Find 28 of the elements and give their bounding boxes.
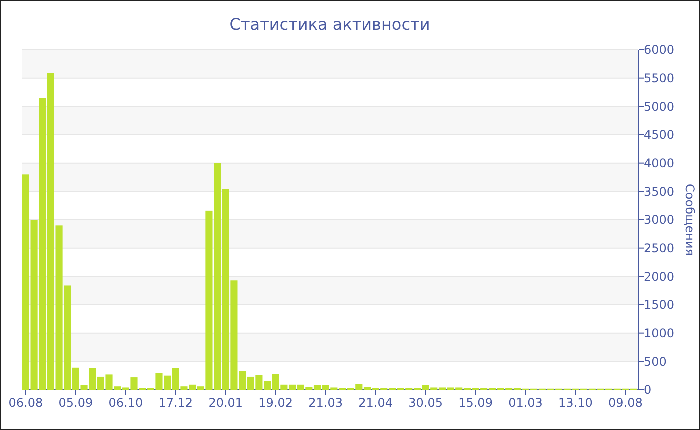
x-tick-label: 01.03 xyxy=(508,396,543,410)
y-tick-label: 2000 xyxy=(644,270,675,284)
y-tick-label: 0 xyxy=(644,383,652,398)
x-tick-label: 20.01 xyxy=(208,396,244,410)
x-tick-label: 21.03 xyxy=(308,396,344,410)
x-tick-label: 30.05 xyxy=(408,396,443,410)
x-tick-label: 06.08 xyxy=(8,396,44,410)
y-tick-label: 3000 xyxy=(644,213,675,228)
x-tick-label: 21.04 xyxy=(358,396,393,410)
y-tick-label: 5500 xyxy=(644,72,675,86)
chart-title: Статистика активности xyxy=(230,15,430,34)
x-tick-label: 05.09 xyxy=(58,396,94,410)
y-tick-label: 500 xyxy=(644,354,667,369)
y-tick-label: 4500 xyxy=(644,128,675,142)
x-tick-label: 19.02 xyxy=(258,396,294,410)
x-tick-label: 17.12 xyxy=(158,396,194,410)
y-tick-label: 1500 xyxy=(644,298,675,312)
x-tick-label: 06.10 xyxy=(108,396,144,410)
y-tick-label: 2500 xyxy=(644,242,675,256)
x-tick-label: 15.09 xyxy=(458,396,493,410)
y-tick-label: 6000 xyxy=(644,43,675,58)
y-tick-label: 3500 xyxy=(644,184,675,199)
y-tick-label: 5000 xyxy=(644,100,675,114)
x-tick-label: 13.10 xyxy=(558,396,593,410)
y-tick-label: 4000 xyxy=(644,156,675,171)
y-tick-label: 1000 xyxy=(644,326,675,341)
y-axis-title: Сообщения xyxy=(683,184,697,256)
x-tick-label: 09.08 xyxy=(608,396,643,410)
